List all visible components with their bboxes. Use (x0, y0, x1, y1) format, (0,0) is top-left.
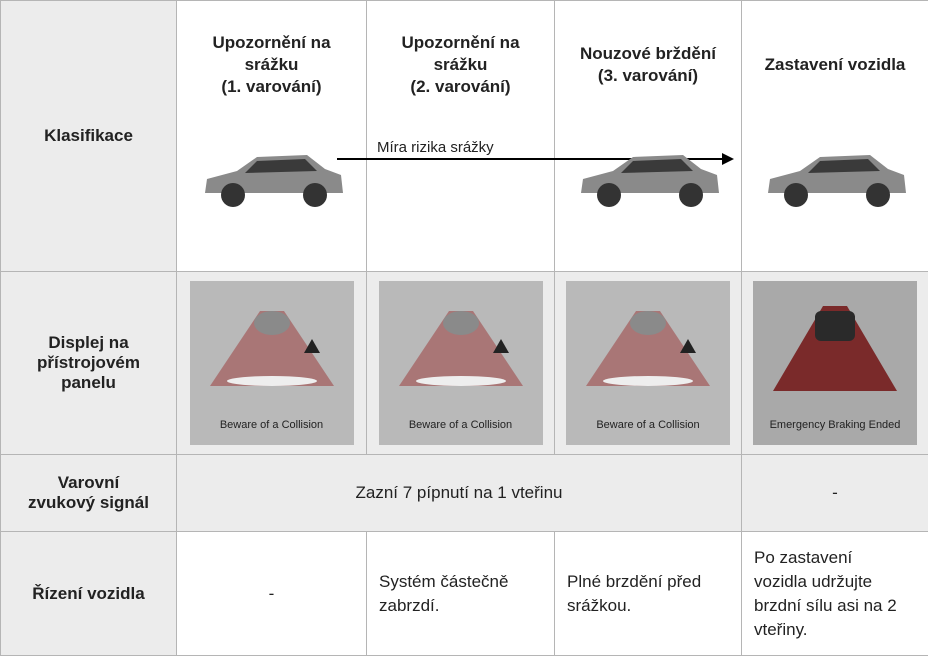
column-title: Upozornění na srážku (1. varování) (177, 1, 366, 115)
control-cell: Plné brzdění před srážkou. (555, 532, 742, 656)
control-cell: Po zastavení vozidla udržujte brzdní síl… (742, 532, 928, 656)
cluster-screen: Emergency Braking Ended (753, 281, 917, 445)
display-cell: Beware of a Collision (367, 272, 555, 455)
screen-graphic (379, 281, 543, 411)
row-label: Řízení vozidla (1, 532, 177, 656)
car-icon (760, 149, 910, 211)
cluster-screen: Beware of a Collision (566, 281, 730, 445)
screen-text: Beware of a Collision (566, 419, 730, 431)
row-label: Varovní zvukový signál (1, 455, 177, 532)
control-cell: Systém částečně zabrzdí. (367, 532, 555, 656)
screen-text: Emergency Braking Ended (753, 419, 917, 431)
header-cell: Upozornění na srážku (1. varování) Míra … (177, 1, 367, 272)
screen-graphic (753, 281, 917, 411)
display-cell: Beware of a Collision (177, 272, 367, 455)
sound-cell: Zazní 7 pípnutí na 1 vteřinu (177, 455, 742, 532)
row-label: Displej na přístrojovém panelu (1, 272, 177, 455)
header-cell: Nouzové brždění (3. varování) (555, 1, 742, 272)
column-title: Upozornění na srážku (2. varování) (367, 1, 554, 115)
header-cell: Zastavení vozidla (742, 1, 928, 272)
row-label: Klasifikace (1, 1, 177, 272)
screen-text: Beware of a Collision (379, 419, 543, 431)
control-cell: - (177, 532, 367, 656)
screen-text: Beware of a Collision (190, 419, 354, 431)
car-icon (573, 149, 723, 211)
screen-graphic (190, 281, 354, 411)
cluster-screen: Beware of a Collision (190, 281, 354, 445)
sound-cell: - (742, 455, 928, 532)
header-cell: Upozornění na srážku (2. varování) (367, 1, 555, 272)
car-icon (197, 149, 347, 211)
cluster-screen: Beware of a Collision (379, 281, 543, 445)
display-cell: Emergency Braking Ended (742, 272, 928, 455)
column-title: Nouzové brždění (3. varování) (555, 1, 741, 115)
column-title: Zastavení vozidla (742, 1, 928, 115)
display-cell: Beware of a Collision (555, 272, 742, 455)
screen-graphic (566, 281, 730, 411)
